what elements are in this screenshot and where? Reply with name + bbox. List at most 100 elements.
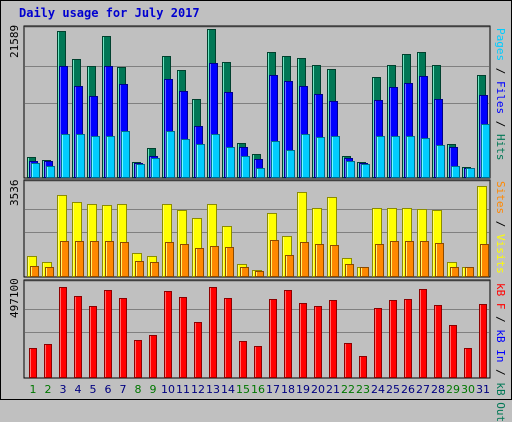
bar-kb-f	[104, 290, 112, 378]
bar-sites	[300, 242, 309, 277]
bar-sites	[420, 241, 429, 277]
legend-visits: Sites / Visits	[494, 181, 507, 274]
bar-kb-f	[89, 306, 97, 378]
bar-kb-f	[389, 300, 397, 378]
bar-pages	[331, 136, 340, 178]
legend-hits: Hits	[494, 134, 507, 161]
bar-pages	[181, 139, 190, 178]
legend-pages: Pages	[494, 28, 507, 62]
bar-sites	[165, 242, 174, 277]
x-tick-label: 23	[356, 383, 370, 396]
bar-kb-f	[119, 298, 127, 378]
bar-sites	[450, 267, 459, 277]
legend-files: Files	[494, 81, 507, 115]
bar-kb-f	[194, 322, 202, 378]
x-tick-label: 26	[401, 383, 415, 396]
x-tick-label: 3	[60, 383, 67, 396]
bar-sites	[180, 244, 189, 277]
bar-sites	[435, 243, 444, 277]
x-tick-label: 13	[206, 383, 220, 396]
bar-sites	[240, 267, 249, 277]
bar-sites	[150, 262, 159, 277]
bar-sites	[315, 244, 324, 277]
x-tick-label: 11	[176, 383, 190, 396]
bar-pages	[271, 141, 280, 178]
legend-kbout: kB Out	[494, 382, 507, 422]
legend-kbytes: kB F / kB In / kB Out	[494, 283, 507, 422]
bar-sites	[390, 241, 399, 277]
x-tick-label: 14	[221, 383, 235, 396]
bar-kb-f	[74, 296, 82, 378]
x-tick-label: 21	[326, 383, 340, 396]
bar-pages	[151, 158, 160, 178]
bar-kb-f	[59, 287, 67, 378]
bar-pages	[136, 164, 145, 178]
bar-pages	[376, 136, 385, 178]
x-tick-label: 9	[150, 383, 157, 396]
bar-kb-f	[449, 325, 457, 378]
bar-kb-f	[29, 348, 37, 378]
bar-pages	[196, 144, 205, 178]
bar-sites	[105, 241, 114, 277]
bar-kb-f	[419, 289, 427, 378]
bar-pages	[451, 166, 460, 178]
bar-sites	[345, 264, 354, 277]
legend-usage: Pages / Files / Hits	[494, 28, 507, 161]
bar-pages	[91, 136, 100, 178]
bar-kb-f	[404, 299, 412, 378]
bar-pages	[241, 156, 250, 178]
bar-kb-f	[254, 346, 262, 378]
x-tick-label: 5	[90, 383, 97, 396]
x-tick-label: 7	[120, 383, 127, 396]
legend-separator: /	[494, 362, 507, 383]
bar-pages	[166, 131, 175, 178]
bar-pages	[391, 136, 400, 178]
legend-separator: /	[494, 309, 507, 330]
bar-kb-f	[329, 300, 337, 378]
bar-sites	[465, 267, 474, 277]
panel-max-label-visits: 3536	[8, 179, 21, 207]
bar-kb-f	[269, 299, 277, 378]
bar-sites	[60, 241, 69, 277]
bar-pages	[346, 161, 355, 178]
bar-sites	[45, 267, 54, 277]
bar-kb-f	[239, 341, 247, 378]
x-tick-label: 30	[461, 383, 475, 396]
x-tick-label: 12	[191, 383, 205, 396]
bar-kb-f	[179, 297, 187, 378]
x-tick-label: 16	[251, 383, 265, 396]
bar-sites	[405, 241, 414, 277]
bar-pages	[316, 137, 325, 178]
bar-kb-f	[374, 308, 382, 378]
bar-pages	[76, 134, 85, 178]
bar-sites	[210, 246, 219, 277]
bar-sites	[285, 255, 294, 277]
x-tick-label: 22	[341, 383, 355, 396]
x-tick-label: 29	[446, 383, 460, 396]
bar-pages	[286, 150, 295, 178]
legend-separator: /	[494, 214, 507, 234]
bar-kb-f	[479, 304, 487, 378]
bar-pages	[301, 134, 310, 178]
x-tick-label: 8	[135, 383, 142, 396]
bar-pages	[256, 168, 265, 178]
bar-sites	[255, 271, 264, 277]
bar-kb-f	[359, 356, 367, 378]
bar-kb-f	[224, 298, 232, 378]
bar-kb-f	[344, 343, 352, 378]
bar-pages	[106, 136, 115, 178]
legend-separator: /	[494, 61, 507, 81]
legend-kbin: kB In	[494, 329, 507, 363]
bar-sites	[195, 248, 204, 277]
panel-max-label-usage: 21589	[8, 24, 21, 58]
bar-kb-f	[464, 348, 472, 378]
x-tick-label: 1	[30, 383, 37, 396]
bar-sites	[270, 240, 279, 277]
bar-kb-f	[164, 291, 172, 378]
bar-pages	[406, 136, 415, 178]
bar-pages	[361, 164, 370, 178]
bar-pages	[31, 163, 40, 178]
x-tick-label: 25	[386, 383, 400, 396]
bar-sites	[30, 266, 39, 277]
bar-sites	[480, 244, 489, 277]
